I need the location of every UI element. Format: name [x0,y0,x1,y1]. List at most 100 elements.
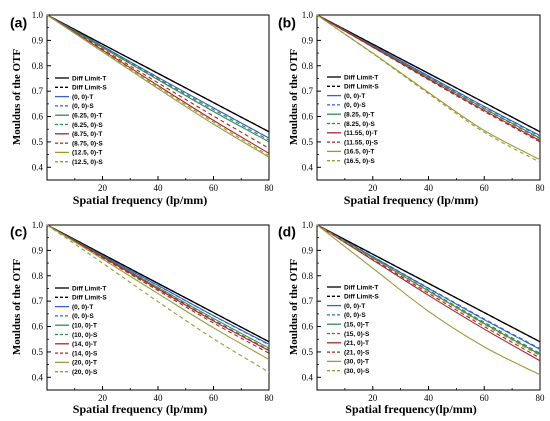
y-tick-label: 0.4 [302,372,314,382]
x-tick-label: 20 [98,393,108,403]
y-tick-label: 0.5 [32,137,44,147]
x-tick-label: 40 [154,183,164,193]
legend-entry: (12.5, 0)-S [72,159,103,166]
legend-entry: (30, 0)-S [344,368,370,375]
x-tick-label: 80 [265,183,275,193]
y-tick-label: 0.9 [32,35,44,45]
legend-entry: (10, 0)-S [72,332,98,339]
series-line-5 [316,14,541,140]
legend-entry: (6.25, 0)-S [72,122,103,129]
series-line-9 [316,14,541,163]
panel-b: (b) 0.4 0.5 0.6 0.7 0.8 0.9 1.0 20 40 60 80 Spatial … [278,10,545,207]
y-tick-label: 0.9 [302,35,314,45]
x-tick-label: 60 [209,393,219,403]
y-tick-label: 1.0 [32,10,44,20]
x-axis-label: Spatial frequency (lp/mm) [344,193,478,207]
y-tick-label: 0.5 [302,347,314,357]
series-line-9 [46,224,270,373]
legend-entry: (21, 0)-S [344,349,370,356]
panel-label: (b) [278,14,296,30]
y-tick-label: 0.4 [32,372,44,382]
series-line-1 [46,224,270,343]
x-tick-label: 60 [209,183,219,193]
y-tick-label: 0.7 [32,296,44,306]
series-line-7 [46,14,270,149]
x-axis-label: Spatial frequency (lp/mm) [73,193,207,207]
legend-entry: (16.5, 0)-T [344,149,374,156]
y-axis-label: Mouldus of the OTF [288,49,300,146]
legend-entry: Diff Limit-S [344,294,379,301]
panel-label: (d) [278,223,296,239]
legend-entry: Diff Limit-S [72,295,107,302]
legend-entry: (11.55, 0)-S [344,139,379,146]
legend-entry: (20, 0)-T [72,360,97,367]
x-tick-label: 80 [265,393,275,403]
legend-entry: (8.25, 0)-S [344,121,375,128]
x-tick-label: 60 [480,183,490,193]
x-tick-label: 80 [536,183,546,193]
legend-entry: (0, 0)-T [344,303,365,310]
y-tick-label: 1.0 [32,220,44,230]
series-line-4 [46,14,270,143]
legend-entry: (12.5, 0)-T [72,150,102,157]
y-tick-label: 0.6 [302,322,314,332]
series-line-9 [316,224,541,357]
series-line-6 [46,224,270,352]
y-tick-label: 0.7 [32,86,44,96]
series-line-6 [316,14,541,142]
y-tick-label: 0.5 [32,347,44,357]
legend-entry: Diff Limit-T [72,75,106,82]
y-tick-label: 0.7 [302,296,314,306]
series-line-1 [316,14,541,133]
series-line-6 [316,224,541,362]
legend-entry: (8.25, 0)-T [344,112,374,119]
legend-entry: (0, 0)-S [344,102,366,109]
y-tick-label: 1.0 [302,10,314,20]
panel-label: (c) [10,223,27,239]
y-tick-label: 0.5 [302,137,314,147]
legend-entry: Diff Limit-T [72,285,106,292]
y-tick-label: 0.6 [32,322,44,332]
y-tick-label: 0.8 [32,271,44,281]
legend-entry: (8.75, 0)-S [72,140,103,147]
y-axis-label: Mouldus of the OTF [11,259,23,356]
legend-entry: Diff Limit-S [72,85,107,92]
y-axis-label: Mouldus of the OTF [11,49,23,146]
y-tick-label: 0.8 [32,61,44,71]
x-tick-label: 40 [424,183,434,193]
x-tick-label: 60 [480,393,490,403]
y-tick-label: 0.8 [302,61,314,71]
y-tick-label: 0.6 [302,112,314,122]
x-tick-label: 40 [154,393,164,403]
panel-d: (d) 0.4 0.5 0.6 0.7 0.8 0.9 1.0 20 40 60 80 Spatial … [278,220,545,416]
legend-entry: Diff Limit-S [344,84,379,91]
y-tick-label: 0.6 [32,112,44,122]
legend-entry: (15, 0)-S [344,331,370,338]
series-line-8 [46,224,270,361]
series-line-7 [316,14,541,143]
legend-entry: (30, 0)-T [344,359,369,366]
legend-entry: (15, 0)-T [344,322,369,329]
legend-entry: (0, 0)-S [72,313,94,320]
x-tick-label: 20 [368,183,378,193]
panel-c: (c) 0.4 0.5 0.6 0.7 0.8 0.9 1.0 20 40 60 80 Spatial … [10,220,274,416]
x-axis-label: Spatial frequency (lp/mm) [73,402,207,416]
series-line-1 [316,224,541,343]
legend-entry: (20, 0)-S [72,369,98,376]
y-tick-label: 0.9 [302,245,314,255]
legend: Diff Limit-T Diff Limit-S (0, 0)-T (0, 0)-S… [55,75,107,166]
series-line-9 [46,14,270,157]
panel-label: (a) [10,14,27,30]
legend-entry: (14, 0)-S [72,350,98,357]
y-tick-label: 0.8 [302,271,314,281]
series-line-5 [46,14,270,141]
panel-a: (a) 0.4 0.5 0.6 0.7 0.8 0.9 1.0 20 40 60 80 Spatial … [10,10,274,207]
y-tick-label: 0.4 [32,162,44,172]
legend: Diff Limit-T Diff Limit-S (0, 0)-T (0, 0)-S… [55,285,107,376]
series-line-7 [46,224,270,354]
legend-entry: (10, 0)-T [72,323,97,330]
legend-entry: (6.25, 0)-T [72,113,102,120]
legend-entry: (0, 0)-S [72,103,94,110]
legend-entry: (8.75, 0)-T [72,131,102,138]
x-tick-label: 40 [424,393,434,403]
